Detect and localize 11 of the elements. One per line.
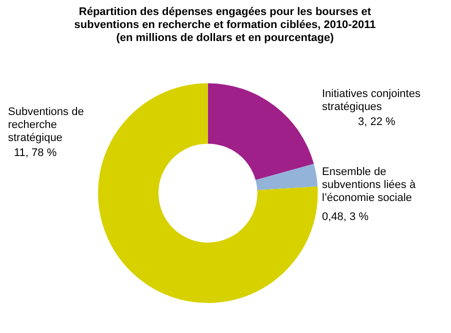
donut-slice <box>98 83 318 303</box>
chart-title: Répartition des dépenses engagées pour les bourses et subventions en recherche et formation ciblées, 2010-2011 <box>73 6 377 32</box>
data-label: 11, 78 % <box>13 147 58 160</box>
data-label: 0,48, 3 % <box>322 211 370 224</box>
donut-slice <box>208 83 314 180</box>
slice-label: Ensemble de subventions liées à l’économie sociale <box>322 166 417 205</box>
donut-slice <box>256 164 318 190</box>
data-label: 3, 22 % <box>357 116 396 129</box>
slice-label: Subventions de recherche stratégique <box>8 106 85 145</box>
slice-label: Initiatives conjointes stratégiques <box>322 88 422 114</box>
chart-subtitle: (en millions de dollars et en pourcentage) <box>115 32 335 45</box>
